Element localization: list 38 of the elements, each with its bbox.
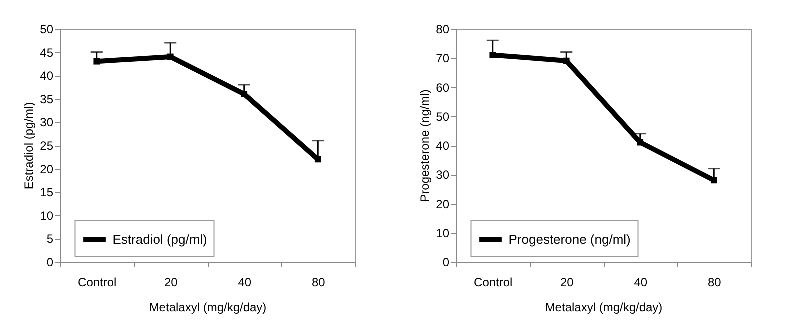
x-tick-label: 40	[634, 276, 648, 290]
y-tick-label: 0	[442, 256, 450, 270]
y-tick-label: 40	[436, 139, 450, 153]
x-tick-label: 20	[560, 276, 574, 290]
point	[241, 91, 248, 98]
x-axis-title: Metalaxyl (mg/kg/day)	[545, 300, 663, 314]
y-tick-label: 10	[436, 226, 450, 240]
y-tick-label: 80	[436, 22, 450, 36]
y-tick-label: 15	[40, 186, 54, 200]
x-tick-label: 40	[238, 276, 252, 290]
y-tick-label: 60	[436, 80, 450, 95]
point	[94, 58, 100, 65]
x-axis-title: Metalaxyl (mg/kg/day)	[149, 300, 267, 314]
y-tick-label: 70	[436, 52, 450, 66]
y-tick-label: 20	[436, 197, 450, 212]
y-tick-label: 0	[46, 256, 54, 270]
y-tick-label: 30	[436, 168, 450, 182]
y-tick-label: 50	[40, 22, 54, 36]
x-tick-label: Control	[474, 276, 513, 290]
y-tick-label: 50	[436, 110, 450, 124]
point	[637, 139, 644, 146]
y-tick-label: 25	[40, 139, 54, 153]
x-tick-label: 80	[708, 276, 722, 290]
y-tick-label: 30	[40, 116, 54, 130]
x-tick-label: 80	[312, 276, 326, 290]
legend-label: Estradiol (pg/ml)	[112, 232, 208, 248]
x-tick-label: Control	[78, 276, 117, 290]
legend-label: Progesterone (ng/ml)	[508, 232, 631, 248]
point	[490, 52, 496, 58]
y-tick-label: 20	[40, 162, 54, 176]
y-axis-title: Progesterone (ng/ml)	[418, 90, 432, 202]
y-tick-label: 40	[40, 69, 54, 84]
y-axis-title: Estradiol (pg/ml)	[22, 102, 36, 190]
y-tick-label: 45	[40, 46, 54, 60]
y-tick-label: 10	[40, 208, 54, 223]
y-tick-label: 35	[40, 92, 54, 106]
x-tick-label: 20	[164, 276, 178, 290]
y-tick-label: 5	[46, 232, 54, 246]
